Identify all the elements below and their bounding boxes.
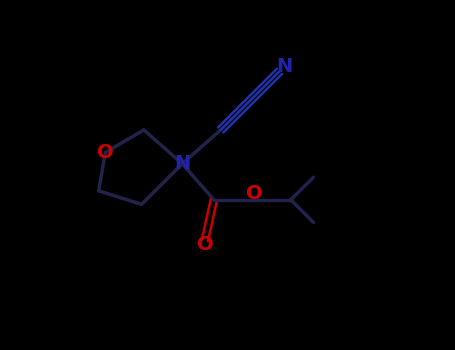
- Text: N: N: [276, 57, 292, 76]
- Text: O: O: [197, 236, 213, 254]
- Text: O: O: [97, 143, 114, 162]
- Text: O: O: [246, 183, 263, 203]
- Text: N: N: [174, 154, 190, 173]
